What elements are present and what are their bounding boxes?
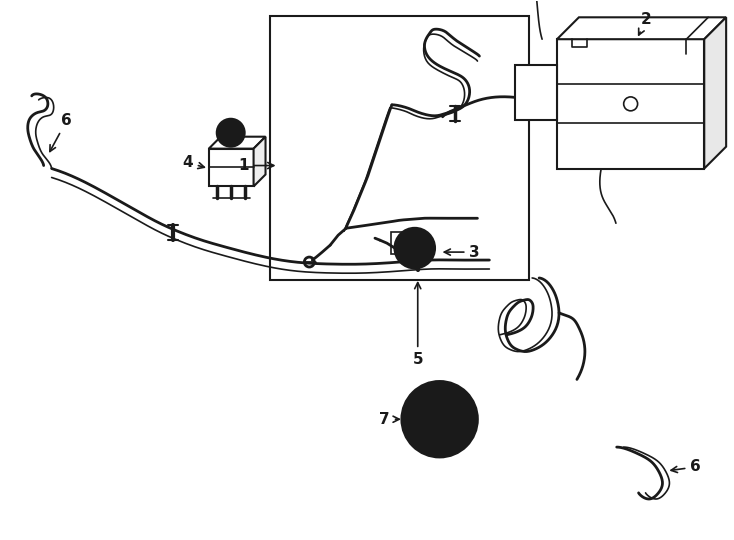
Text: 6: 6 xyxy=(50,113,72,152)
Bar xyxy=(515,65,557,120)
Circle shape xyxy=(401,381,477,457)
Polygon shape xyxy=(208,137,266,148)
Text: 1: 1 xyxy=(238,158,274,173)
Text: 7: 7 xyxy=(379,411,399,427)
Polygon shape xyxy=(704,17,726,168)
Circle shape xyxy=(222,125,239,140)
Bar xyxy=(557,39,704,168)
Bar xyxy=(391,232,413,254)
Circle shape xyxy=(217,119,244,147)
Bar xyxy=(208,148,253,186)
Circle shape xyxy=(395,228,435,268)
Polygon shape xyxy=(253,137,266,186)
Circle shape xyxy=(414,393,465,445)
Text: 3: 3 xyxy=(444,245,480,260)
Polygon shape xyxy=(557,17,726,39)
Circle shape xyxy=(403,236,426,260)
Text: 4: 4 xyxy=(182,155,204,170)
Bar xyxy=(271,16,529,280)
Text: 2: 2 xyxy=(639,12,652,35)
Text: 5: 5 xyxy=(413,282,423,367)
Text: 6: 6 xyxy=(671,460,701,475)
